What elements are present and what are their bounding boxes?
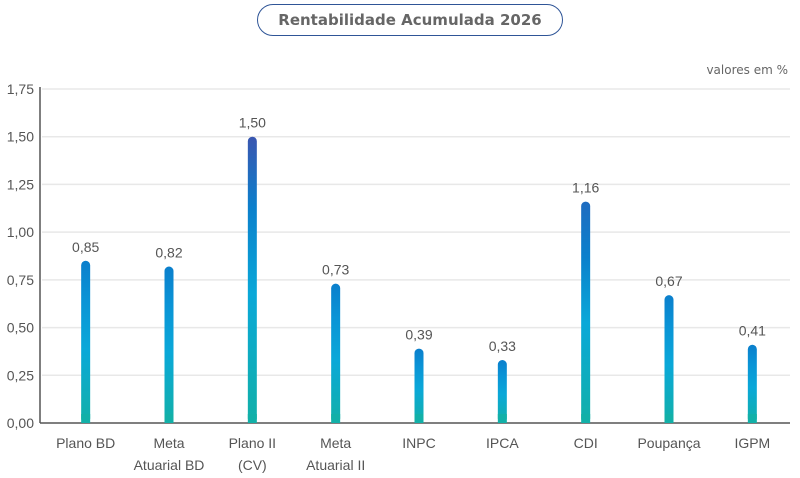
x-tick-label: CDI [574,435,598,451]
x-tick-label: IPCA [486,435,519,451]
bar [164,266,174,423]
bar [331,283,341,423]
data-label: 0,67 [655,273,682,289]
y-tick-label: 0,75 [7,272,34,288]
data-label: 1,50 [239,115,266,131]
data-label: 0,41 [739,323,766,339]
bar [581,201,591,423]
x-tick-label: Plano BD [56,435,115,451]
x-tick-label: Plano II [229,435,276,451]
bar-base [581,414,591,423]
y-tick-label: 0,00 [7,415,34,431]
x-tick-label: INPC [402,435,435,451]
bar-base [414,414,424,423]
data-label: 0,85 [72,239,99,255]
bar [247,136,257,423]
bar-base [164,414,174,423]
bar [664,295,674,423]
y-tick-label: 1,75 [7,81,34,97]
y-tick-label: 1,25 [7,176,34,192]
bar-base [664,414,674,423]
bar [81,260,91,423]
x-tick-label: IGPM [734,435,770,451]
x-tick-label: Meta [153,435,184,451]
data-label: 0,33 [489,338,516,354]
bar-base [497,414,507,423]
bar [414,348,424,423]
bar [747,344,757,423]
bar-base [81,414,91,423]
x-tick-label: Meta [320,435,351,451]
bar-base [747,414,757,423]
y-tick-label: 1,00 [7,224,34,240]
data-label: 0,73 [322,262,349,278]
y-tick-label: 0,50 [7,320,34,336]
y-tick-label: 1,50 [7,129,34,145]
bar [497,360,507,423]
x-tick-label: Poupança [637,435,700,451]
bar-base [331,414,341,423]
data-label: 0,82 [155,244,182,260]
data-label: 1,16 [572,180,599,196]
x-tick-label: Atuarial II [306,457,365,473]
chart-title: Rentabilidade Acumulada 2026 [257,4,563,36]
units-note: valores em % [706,63,788,77]
x-tick-label: Atuarial BD [134,457,205,473]
bar-base [247,414,257,423]
x-tick-label: (CV) [238,457,267,473]
data-label: 0,39 [405,327,432,343]
y-tick-label: 0,25 [7,367,34,383]
